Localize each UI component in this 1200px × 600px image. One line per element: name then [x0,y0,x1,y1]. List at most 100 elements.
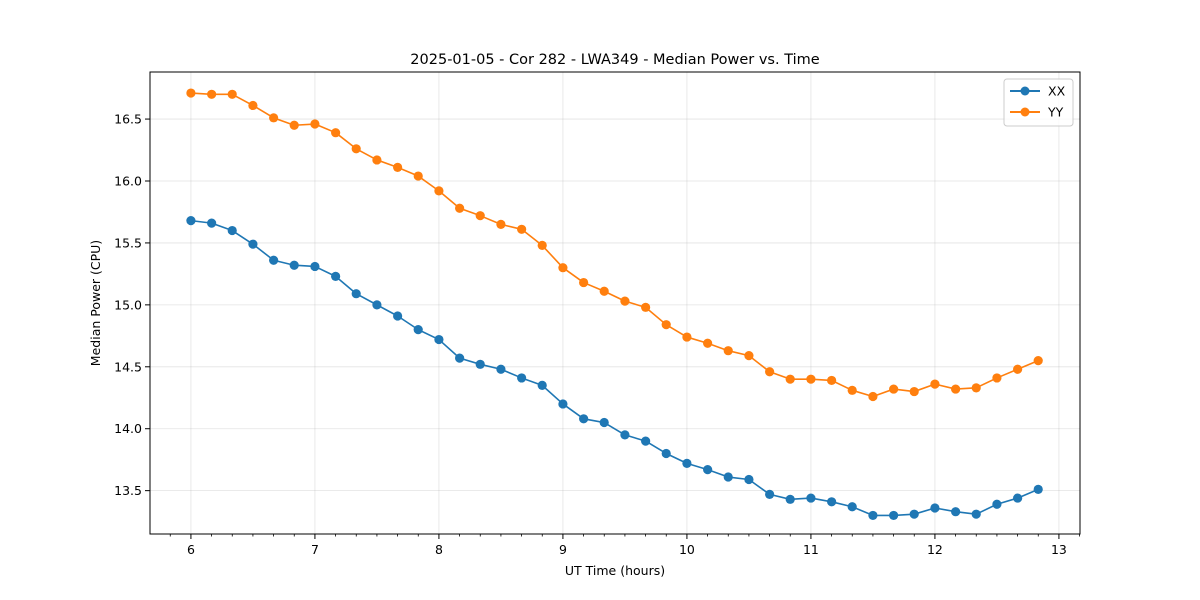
data-point-yy [496,219,506,229]
data-point-yy [765,367,775,377]
data-point-yy [951,384,961,394]
y-tick-label: 14.5 [114,359,142,374]
data-point-xx [661,448,671,459]
data-point-yy [351,144,361,154]
data-point-yy [393,162,403,172]
data-point-xx [310,261,320,272]
data-point-xx [620,430,630,440]
data-point-xx [641,436,651,446]
y-tick-label: 16.0 [114,173,142,188]
grid [150,72,1080,534]
data-point-yy [186,88,196,98]
data-point-yy [930,379,940,389]
data-point-yy [992,373,1002,383]
data-point-yy [269,113,279,123]
y-tick-label: 15.0 [114,297,142,312]
data-point-xx [765,489,775,499]
data-point-xx [579,414,589,424]
data-point-xx [847,502,857,512]
plot-frame [149,71,1081,535]
x-tick-label: 9 [559,542,567,557]
y-tick-label: 15.5 [114,235,142,250]
data-point-xx [703,464,713,475]
legend-marker-yy [1020,107,1030,117]
data-point-xx [393,311,403,321]
data-point-yy [434,186,444,196]
axis-ticks: 6 7 8 9 10 11 12 13 13.5 14.0 14.5 15.0 15.5 16.0 16.5 [114,112,1080,557]
data-point-xx [248,239,258,249]
x-tick-label: 11 [803,542,819,557]
data-point-yy [558,263,568,273]
data-point-yy [641,302,651,312]
data-point-xx [496,364,506,374]
data-point-xx [827,497,837,507]
data-point-xx [909,509,919,519]
data-point-yy [207,89,217,99]
data-point-xx [207,218,217,228]
x-tick-label: 10 [679,542,695,557]
x-tick-label: 13 [1051,542,1067,557]
data-point-yy [475,211,485,221]
data-point-yy [579,277,589,288]
x-tick-label: 12 [927,542,943,557]
data-point-xx [723,472,733,482]
y-tick-label: 13.5 [114,483,142,498]
data-point-yy [889,384,899,394]
data-point-xx [372,300,382,310]
data-point-yy [971,383,981,393]
data-point-yy [847,385,857,395]
y-tick-label: 16.5 [114,112,142,127]
data-point-yy [289,120,299,130]
data-point-xx [599,417,609,428]
data-point-xx [1033,484,1043,495]
data-point-yy [227,89,237,99]
y-tick-label: 14.0 [114,421,142,436]
data-point-yy [723,346,733,356]
data-point-yy [1033,355,1043,366]
data-point-yy [868,391,878,402]
legend-label-xx: XX [1048,84,1066,99]
data-point-yy [517,224,527,234]
data-point-yy [703,338,713,348]
x-tick-label: 8 [435,542,443,557]
data-point-xx [227,225,237,236]
data-point-xx [434,334,444,345]
data-point-yy [537,240,547,251]
data-point-xx [351,289,361,299]
legend: XX YY [1003,78,1074,127]
series-line-yy [190,92,1039,398]
data-point-yy [806,374,816,384]
data-point-xx [868,510,878,521]
data-point-xx [475,359,485,369]
legend-label-yy: YY [1047,105,1064,120]
x-tick-label: 7 [311,542,319,557]
data-point-xx [806,493,816,503]
data-point-yy [248,100,258,111]
data-point-xx [971,509,981,519]
plot-series [186,88,1043,521]
chart-title: 2025-01-05 - Cor 282 - LWA349 - Median P… [410,52,819,68]
data-point-xx [537,380,547,390]
x-axis-label: UT Time (hours) [565,563,665,578]
data-point-yy [785,374,795,384]
data-point-xx [269,255,279,265]
data-point-yy [744,351,754,361]
data-point-xx [186,216,196,226]
data-point-yy [599,286,609,296]
data-point-xx [1013,493,1023,503]
data-point-xx [331,271,341,281]
data-point-yy [827,375,837,386]
data-point-xx [744,474,754,485]
data-point-xx [682,458,692,468]
y-axis-label: Median Power (CPU) [88,240,103,366]
x-tick-label: 6 [187,542,195,557]
data-point-yy [455,203,465,213]
data-point-xx [455,353,465,363]
data-point-xx [517,373,527,383]
data-point-yy [331,128,341,138]
data-point-yy [909,386,919,397]
data-point-yy [661,320,671,330]
data-point-xx [413,325,423,335]
data-point-xx [558,399,568,409]
